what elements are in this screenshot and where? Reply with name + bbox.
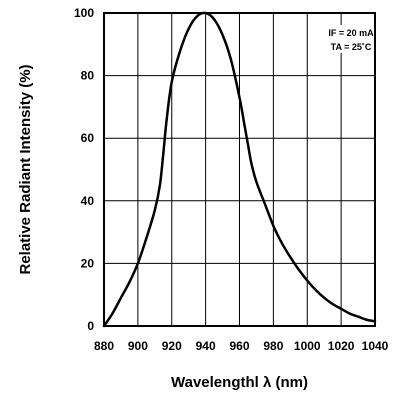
x-tick-label: 980 (263, 339, 283, 353)
x-axis-tick-labels: 880 900 920 940 960 980 1000 1020 1040 (94, 339, 389, 353)
y-tick-label: 100 (74, 6, 94, 20)
x-tick-label: 940 (196, 339, 216, 353)
series-line (102, 11, 377, 328)
x-tick-label: 880 (94, 339, 114, 353)
y-tick-label: 0 (87, 319, 94, 333)
x-tick-label: 1000 (294, 339, 321, 353)
x-tick-label: 960 (229, 339, 249, 353)
x-tick-label: 1020 (328, 339, 355, 353)
x-axis-title: Wavelengthl λ (nm) (171, 374, 308, 391)
y-axis-tick-labels: 0 20 40 60 80 100 (74, 6, 94, 333)
y-tick-label: 60 (81, 131, 95, 145)
x-tick-label: 1040 (362, 339, 389, 353)
test-condition-current: IF = 20 mA (328, 28, 374, 38)
y-tick-label: 80 (81, 69, 95, 83)
plot-frame (103, 12, 376, 327)
x-tick-label: 920 (162, 339, 182, 353)
y-tick-label: 40 (81, 194, 95, 208)
grid (104, 13, 375, 326)
y-tick-label: 20 (81, 256, 95, 270)
annotation-box (330, 25, 372, 53)
x-tick-label: 900 (128, 339, 148, 353)
y-axis-title: Relative Radiant Intensity (%) (17, 64, 34, 274)
test-condition-temperature: TA = 25˚C (331, 42, 372, 52)
